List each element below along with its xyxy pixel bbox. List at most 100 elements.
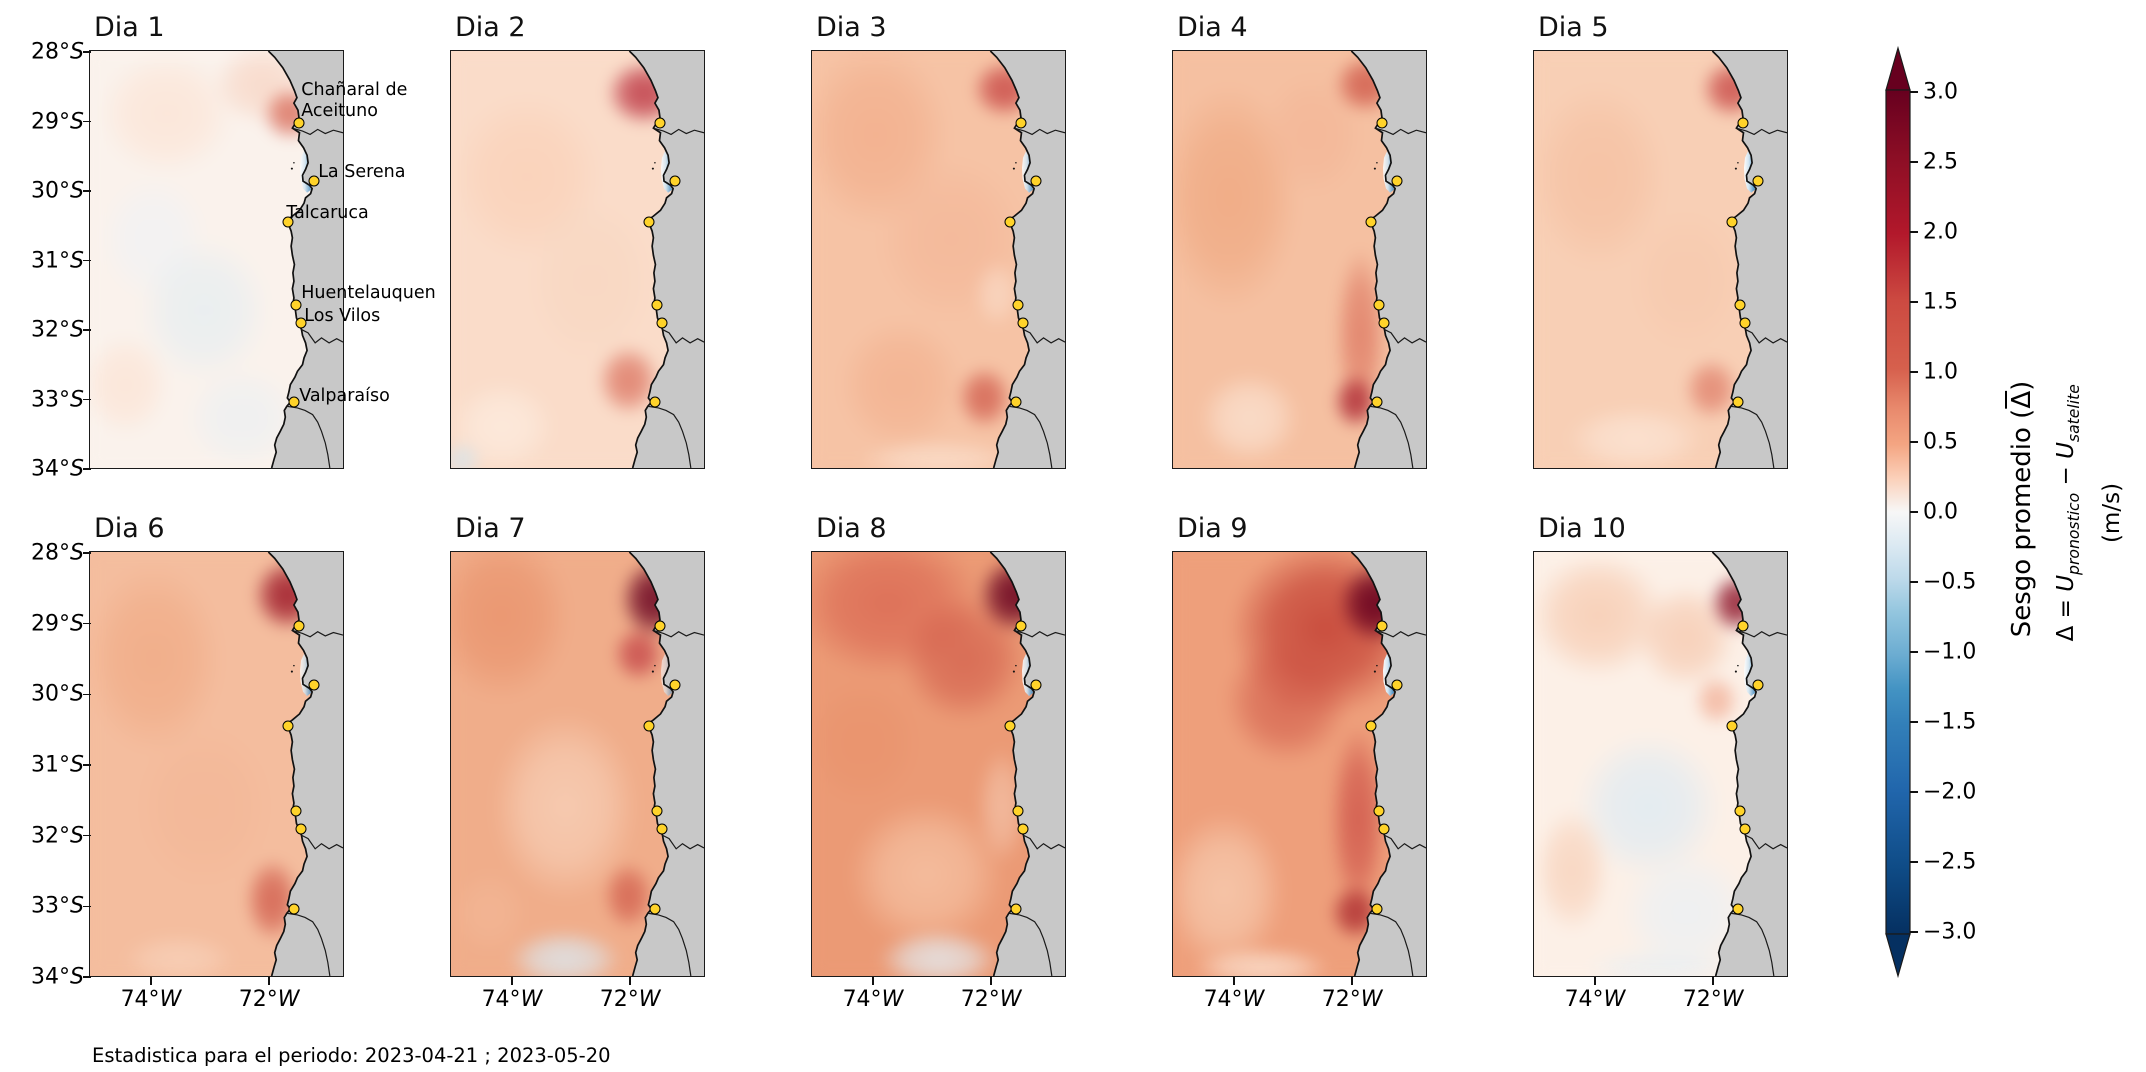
city-marker-la-serena	[1030, 679, 1042, 691]
lat-tick-mark	[83, 693, 91, 696]
colorbar-unit: (m/s)	[2099, 482, 2125, 544]
panel-title-9: Dia 9	[1177, 513, 1248, 544]
lat-tick-mark	[83, 329, 91, 331]
colorbar-tick-label: 0.5	[1923, 429, 1958, 455]
lon-tick-label: 74°W	[842, 987, 904, 1012]
colorbar-tick-label: 3.0	[1923, 79, 1958, 105]
city-marker-la-serena	[1391, 175, 1403, 187]
islet	[654, 665, 656, 667]
lat-tick-mark	[83, 764, 91, 766]
lon-tick-mark	[1594, 977, 1596, 985]
city-marker-valpara-so	[649, 396, 661, 408]
city-marker-huentelauquen	[290, 805, 302, 816]
map-field-clip	[1534, 51, 1788, 469]
colorbar-tick-label: −2.0	[1923, 779, 1977, 805]
city-marker-la-serena	[308, 175, 320, 187]
colorbar-gradient-bar	[1885, 89, 1911, 935]
admin-border	[654, 128, 705, 134]
colorbar-tick-mark	[1910, 161, 1918, 163]
lon-tick-mark	[150, 977, 152, 985]
colorbar-tick-mark	[1910, 91, 1918, 93]
islet	[652, 167, 655, 170]
colorbar-tick-label: −0.5	[1923, 569, 1977, 595]
land-area	[990, 552, 1066, 977]
islet	[1013, 670, 1016, 673]
lon-tick-mark	[1351, 977, 1353, 985]
bias-blob	[956, 366, 1013, 429]
city-marker-valpara-so	[1010, 396, 1022, 408]
admin-border	[654, 631, 705, 637]
lon-tick-mark	[511, 977, 513, 985]
coastal-negative-bias-streak	[1022, 151, 1034, 194]
city-marker-los-vilos	[295, 317, 307, 329]
colorbar-title: Sesgo promedio (Δ)	[2007, 380, 2037, 638]
colorbar-tick-label: 2.5	[1923, 149, 1958, 175]
admin-border	[1015, 631, 1066, 637]
coastal-negative-bias-streak	[300, 151, 312, 194]
colorbar-tick-mark	[1910, 441, 1918, 443]
city-marker-valpara-so	[1732, 396, 1744, 408]
islet	[1735, 670, 1738, 673]
bias-blob	[527, 197, 654, 365]
islet	[1376, 665, 1378, 667]
map-field-clip	[90, 51, 344, 469]
admin-border	[1009, 407, 1052, 469]
bias-blob	[1223, 637, 1351, 765]
city-marker-los-vilos	[656, 317, 668, 329]
lon-tick-label: 74°W	[1564, 987, 1626, 1012]
colorbar-arrow-up	[1885, 45, 1911, 91]
map-panel-dia-8	[811, 551, 1067, 978]
city-marker-los-vilos	[656, 823, 668, 835]
city-marker-la-serena	[1752, 679, 1764, 691]
coastal-negative-bias-streak	[1744, 151, 1756, 194]
lat-tick-label: 33°S	[31, 893, 84, 919]
lon-tick-mark	[629, 977, 631, 985]
admin-border	[1385, 330, 1426, 343]
admin-border	[1009, 914, 1052, 977]
bias-blob	[847, 800, 1005, 949]
city-marker-huentelauquen	[651, 805, 663, 816]
city-label-la-serena: La Serena	[318, 162, 406, 183]
panel-title-7: Dia 7	[455, 513, 526, 544]
admin-border	[1370, 407, 1413, 469]
islet	[1015, 665, 1017, 667]
colorbar-tick-mark	[1910, 721, 1918, 723]
city-marker-la-serena	[669, 175, 681, 187]
city-marker-talcaruca	[1726, 216, 1738, 228]
admin-border	[302, 836, 343, 850]
city-marker-los-vilos	[1378, 823, 1390, 835]
land-area	[990, 51, 1066, 469]
islet	[1013, 167, 1016, 170]
city-marker-huentelauquen	[1734, 299, 1746, 311]
map-panel-dia-9	[1172, 551, 1428, 978]
land-area	[1351, 51, 1427, 469]
colorbar-tick-mark	[1910, 861, 1918, 863]
city-marker-cha-aral-de-aceituno	[1015, 117, 1027, 129]
city-marker-la-serena	[669, 679, 681, 691]
city-marker-huentelauquen	[1734, 805, 1746, 816]
admin-border	[287, 407, 330, 469]
map-panel-dia-10	[1533, 551, 1789, 978]
city-marker-valpara-so	[1371, 396, 1383, 408]
lon-tick-label: 72°W	[1682, 987, 1744, 1012]
islet	[293, 665, 295, 667]
lon-tick-mark	[1712, 977, 1714, 985]
admin-border	[1376, 631, 1427, 637]
city-label-valpara-so: Valparaíso	[299, 386, 390, 407]
land-area	[1351, 552, 1427, 977]
islet	[654, 162, 656, 164]
city-marker-los-vilos	[1739, 823, 1751, 835]
coastal-negative-bias-streak	[1744, 654, 1756, 697]
bias-blob	[90, 332, 170, 438]
lat-tick-label: 31°S	[31, 752, 84, 778]
city-marker-talcaruca	[1726, 720, 1738, 732]
bias-blob	[90, 562, 224, 754]
islet	[652, 670, 655, 673]
city-marker-los-vilos	[1017, 317, 1029, 329]
city-marker-valpara-so	[288, 903, 300, 915]
coastal-negative-bias-streak	[661, 654, 673, 697]
colorbar-tick-label: 0.0	[1923, 499, 1958, 525]
city-marker-la-serena	[1752, 175, 1764, 187]
islet	[291, 670, 294, 673]
